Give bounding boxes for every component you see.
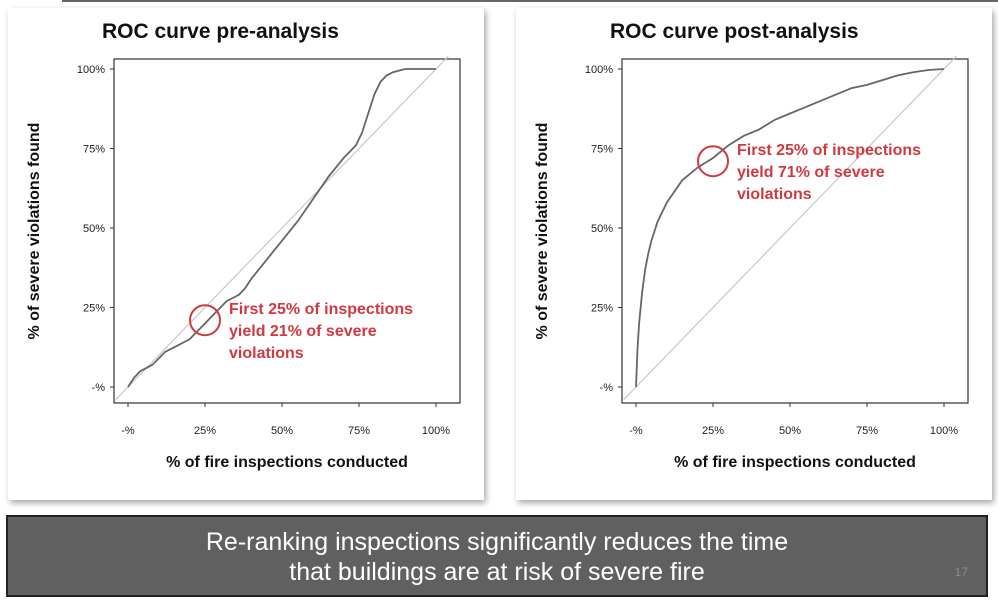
baseline-diagonal-line [623,55,957,401]
y-tick-label: 100% [585,64,613,76]
annotation-text: violations [229,345,304,362]
y-tick-label: 100% [77,64,105,76]
chart-title: ROC curve pre-analysis [102,20,339,43]
annotation-circle [697,145,729,178]
x-tick-label: 50% [779,425,801,437]
annotation-text: violations [737,186,812,203]
annotation-text: yield 71% of severe [737,164,885,181]
y-tick-label: 75% [83,144,105,156]
roc-chart-post-analysis: ROC curve post-analysis -% 25% 50% 75% 100% -%… [534,20,969,471]
banner-line-1: Re-ranking inspections significantly red… [205,528,789,556]
y-tick-label: -% [600,382,614,394]
x-tick-label: 75% [856,425,878,437]
x-tick-label: -% [121,425,135,437]
x-tick-label: 25% [194,425,216,437]
x-tick-label: 25% [702,425,724,437]
x-axis-label: % of fire inspections conducted [166,454,408,471]
plot-frame [113,58,461,404]
roc-curve-line [635,68,945,388]
x-tick-label: 100% [930,425,958,437]
x-tick-label: 50% [271,425,293,437]
plot-frame [621,58,969,404]
chart-panel-pre: ROC curve pre-analysis -% 25% 50% 75% 100% -% 2… [8,8,484,500]
x-tick-label: -% [629,425,643,437]
y-tick-label: 25% [591,303,613,315]
header-rule [62,0,998,2]
y-tick-label: 50% [83,223,105,235]
baseline-diagonal-line [115,55,449,401]
chart-panel-post: ROC curve post-analysis -% 25% 50% 75% 100% -%… [516,8,992,500]
page-number: 17 [954,565,968,579]
chart-title: ROC curve post-analysis [610,20,859,43]
x-axis-label: % of fire inspections conducted [674,454,916,471]
y-tick-label: 75% [591,144,613,156]
y-tick-label: 25% [83,303,105,315]
x-tick-label: 100% [422,425,450,437]
annotation-text: First 25% of inspections [229,301,413,318]
y-tick-label: -% [92,382,106,394]
y-axis-label: % of severe violations found [26,123,43,340]
y-axis-label: % of severe violations found [534,123,551,340]
annotation-circle [189,304,221,337]
annotation-text: yield 21% of severe [229,323,377,340]
banner-line-2: that buildings are at risk of severe fir… [289,558,705,586]
roc-curve-line [127,68,436,388]
annotation-text: First 25% of inspections [737,142,921,159]
summary-banner: Re-ranking inspections significantly red… [6,515,988,597]
y-tick-label: 50% [591,223,613,235]
x-tick-label: 75% [348,425,370,437]
roc-chart-pre-analysis: ROC curve pre-analysis -% 25% 50% 75% 100% -% 2… [26,20,461,471]
